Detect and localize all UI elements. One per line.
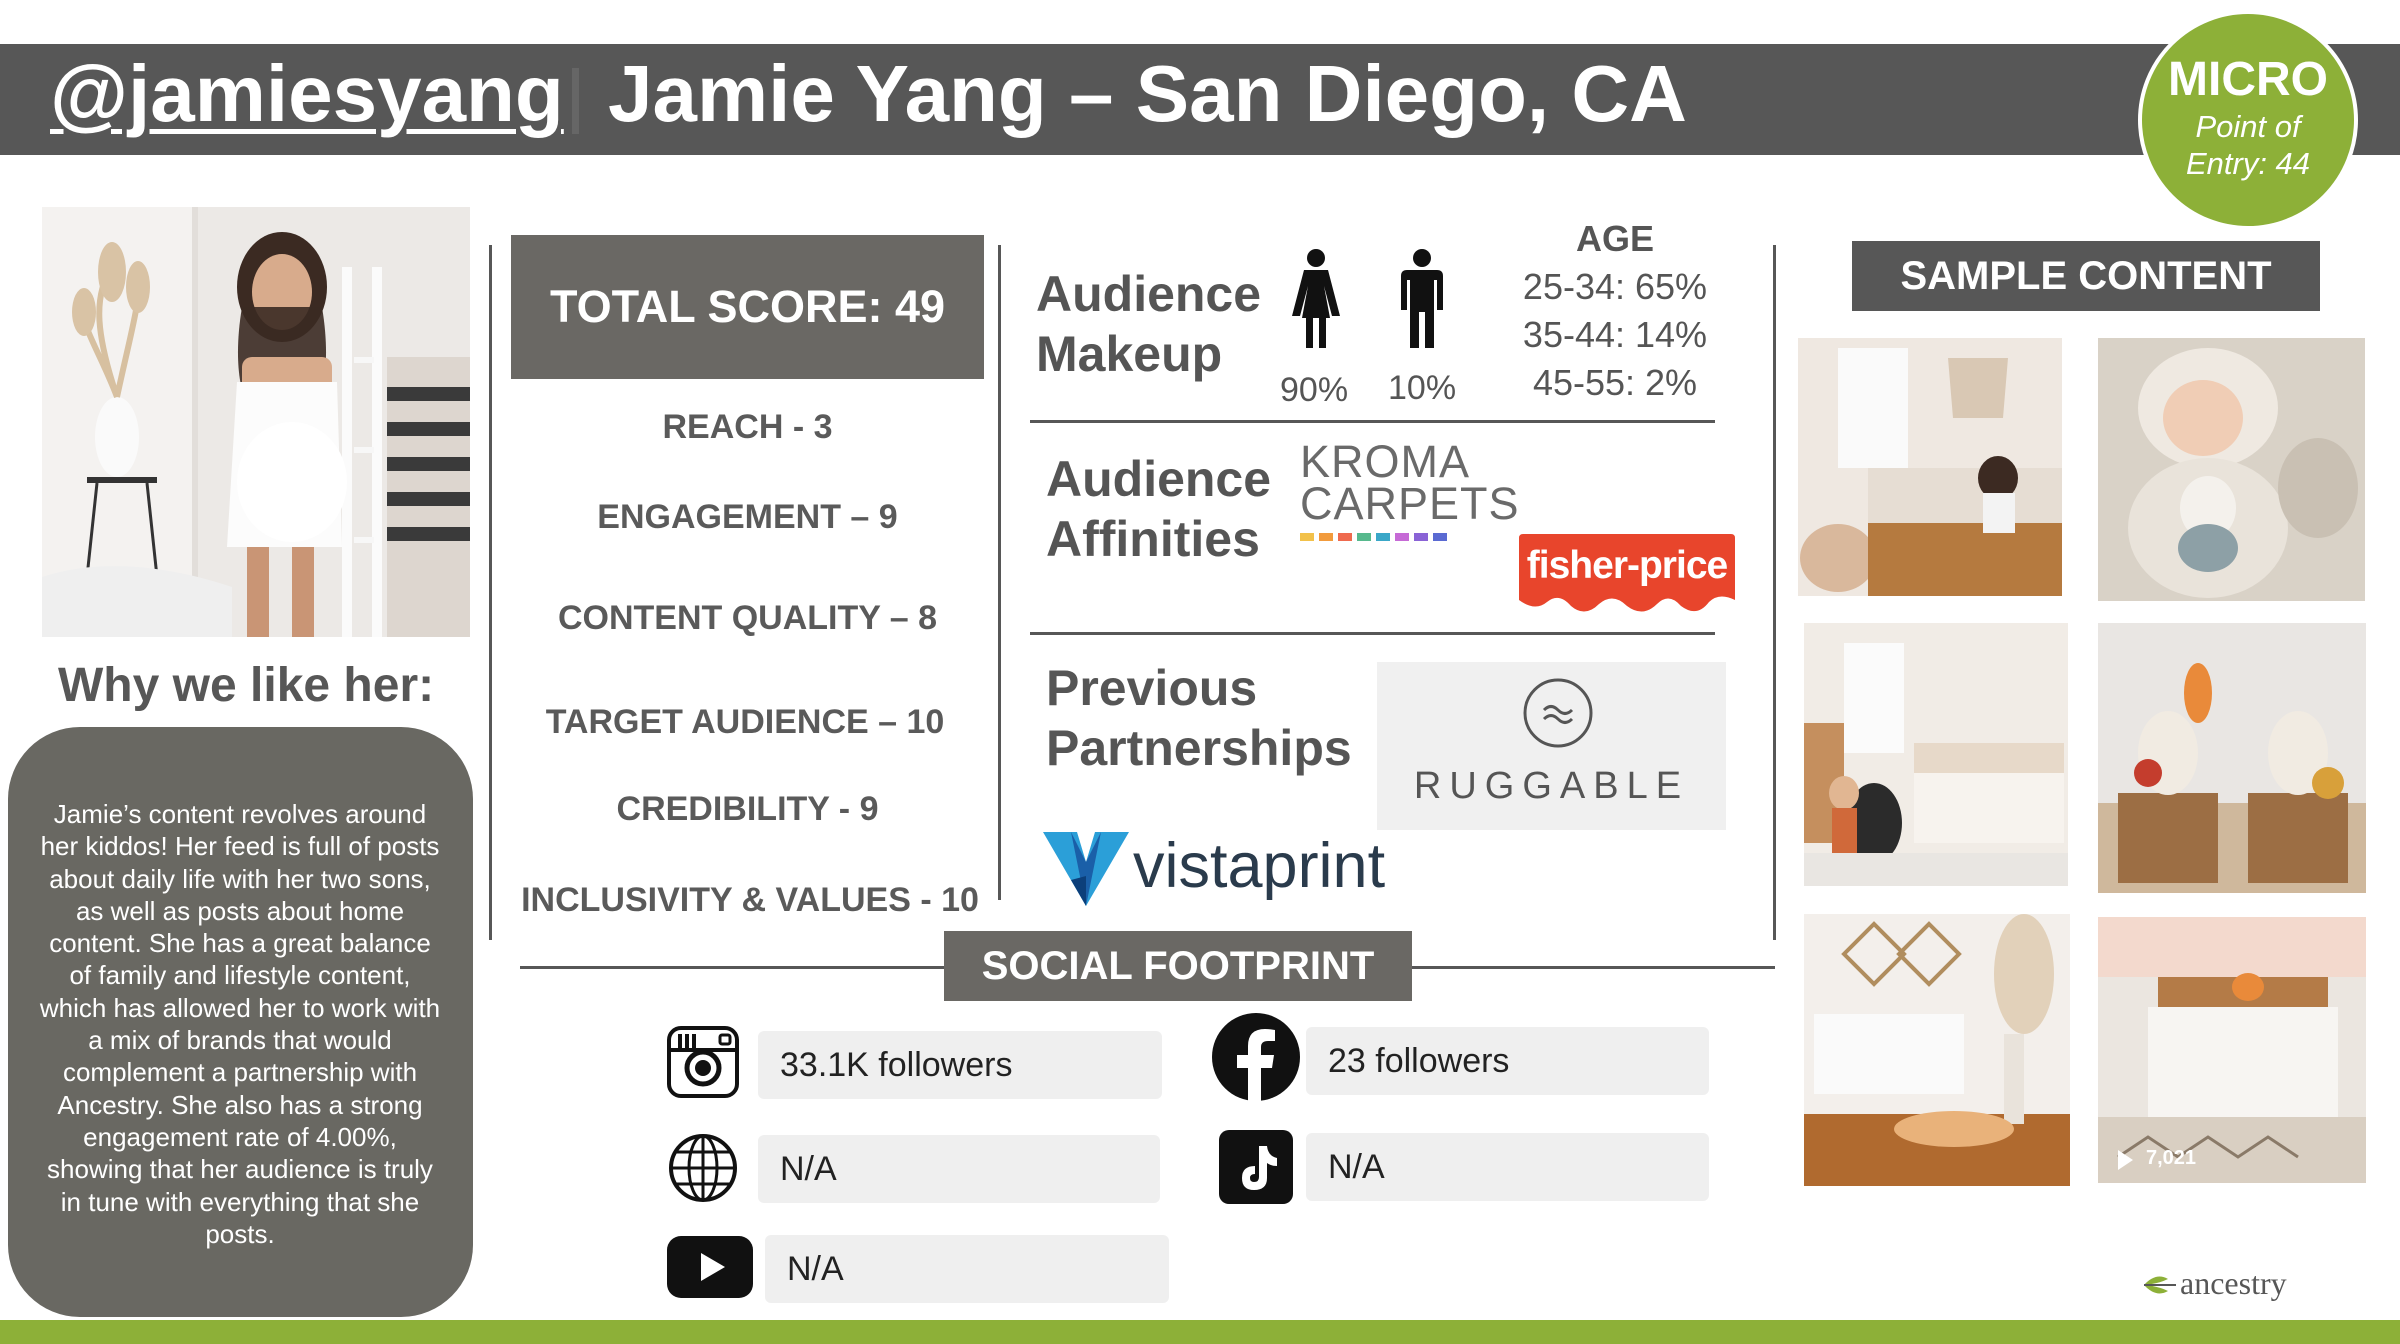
page-title: Jamie Yang – San Diego, CA bbox=[608, 49, 1687, 138]
age-range: 25-34: 65% bbox=[1522, 266, 1708, 307]
bio-text: Jamie’s content revolves around her kidd… bbox=[39, 799, 441, 1249]
social-footprint-title: SOCIAL FOOTPRINT bbox=[944, 931, 1412, 1001]
kroma-logo-line-2: CARPETS bbox=[1300, 478, 1520, 529]
kroma-logo-line-1: KROMA bbox=[1300, 436, 1471, 487]
instagram-followers: 33.1K followers bbox=[758, 1031, 1162, 1099]
instagram-icon[interactable] bbox=[666, 1025, 740, 1099]
divider-left bbox=[489, 245, 492, 940]
audience-affinities-line-2: Affinities bbox=[1046, 511, 1260, 567]
score-inclusivity-values: INCLUSIVITY & VALUES - 10 bbox=[521, 881, 979, 919]
fisher-price-wordmark: fisher-price bbox=[1526, 544, 1728, 587]
score-engagement: ENGAGEMENT – 9 bbox=[597, 498, 898, 536]
globe-icon[interactable] bbox=[667, 1132, 739, 1204]
title-separator bbox=[572, 68, 579, 134]
facebook-followers: 23 followers bbox=[1306, 1027, 1709, 1095]
sample-image-easter-baskets[interactable] bbox=[2098, 623, 2366, 893]
kroma-carpets-logo: KROMA CARPETS bbox=[1300, 436, 1520, 529]
vistaprint-wordmark: vistaprint bbox=[1133, 831, 1386, 901]
ruggable-wave-icon bbox=[1523, 678, 1593, 748]
entry-point-label: Point of Entry: 44 bbox=[2185, 109, 2311, 181]
tier-label: MICRO bbox=[2168, 53, 2328, 106]
sample-image-bedroom-mother[interactable] bbox=[1798, 338, 2062, 596]
fisher-price-logo bbox=[1519, 534, 1735, 612]
male-icon bbox=[1401, 249, 1443, 348]
divider-audience-makeup bbox=[1030, 420, 1715, 423]
bottom-band bbox=[0, 1320, 2400, 1344]
facebook-icon[interactable] bbox=[1211, 1012, 1301, 1102]
score-reach: REACH - 3 bbox=[662, 408, 833, 446]
tiktok-icon[interactable] bbox=[1219, 1130, 1293, 1204]
video-view-count: 7,021 bbox=[2146, 1147, 2197, 1169]
youtube-value: N/A bbox=[765, 1235, 1169, 1303]
previous-partnerships-label: Previous Partnerships bbox=[1046, 658, 1352, 778]
ruggable-wordmark: RUGGABLE bbox=[1413, 765, 1690, 807]
score-target-audience: TARGET AUDIENCE – 10 bbox=[545, 703, 945, 741]
sample-image-living-room[interactable] bbox=[1804, 914, 2070, 1186]
tiktok-value: N/A bbox=[1306, 1133, 1709, 1201]
bio-card bbox=[8, 727, 473, 1317]
total-score: TOTAL SCORE: 49 bbox=[511, 235, 984, 379]
divider-middle bbox=[998, 245, 1001, 900]
tier-badge: MICRO Point of Entry: 44 bbox=[2138, 10, 2358, 230]
audience-makeup-line-2: Makeup bbox=[1036, 326, 1223, 382]
divider-audience-affinities bbox=[1030, 632, 1715, 635]
audience-makeup-label: Audience Makeup bbox=[1036, 264, 1261, 384]
female-percentage: 90% bbox=[1280, 371, 1349, 409]
audience-affinities-label: Audience Affinities bbox=[1046, 449, 1271, 569]
audience-affinities-line-1: Audience bbox=[1046, 451, 1272, 507]
age-title: AGE bbox=[1575, 218, 1654, 259]
header-band bbox=[0, 44, 2400, 155]
age-breakdown: AGE 25-34: 65% 35-44: 14% 45-55: 2% bbox=[1515, 215, 1715, 407]
youtube-icon[interactable] bbox=[667, 1236, 753, 1298]
sample-image-nursery-kids[interactable] bbox=[1804, 623, 2068, 886]
profile-photo bbox=[42, 207, 470, 637]
sample-content-title: SAMPLE CONTENT bbox=[1852, 241, 2320, 311]
male-percentage: 10% bbox=[1388, 369, 1457, 407]
instagram-handle-link[interactable]: @jamiesyang bbox=[50, 49, 564, 138]
sample-image-baby-bunny[interactable] bbox=[2098, 338, 2365, 601]
divider-right bbox=[1773, 245, 1776, 940]
why-we-like-her-heading: Why we like her: bbox=[58, 659, 435, 712]
vistaprint-logo-icon bbox=[1043, 832, 1129, 906]
website-value: N/A bbox=[758, 1135, 1160, 1203]
age-range: 45-55: 2% bbox=[1532, 362, 1698, 403]
audience-makeup-line-1: Audience bbox=[1036, 266, 1262, 322]
age-range: 35-44: 14% bbox=[1522, 314, 1708, 355]
ancestry-logo: ancestry bbox=[2180, 1265, 2287, 1301]
ancestry-leaf-icon bbox=[2144, 1276, 2176, 1294]
kroma-rainbow-bar bbox=[1300, 533, 1447, 541]
score-content-quality: CONTENT QUALITY – 8 bbox=[557, 599, 938, 637]
sample-video-bedroom[interactable] bbox=[2098, 917, 2366, 1183]
female-icon bbox=[1292, 249, 1340, 348]
score-credibility: CREDIBILITY - 9 bbox=[616, 790, 879, 828]
partnerships-line-2: Partnerships bbox=[1046, 720, 1352, 776]
partnerships-line-1: Previous bbox=[1046, 660, 1258, 716]
